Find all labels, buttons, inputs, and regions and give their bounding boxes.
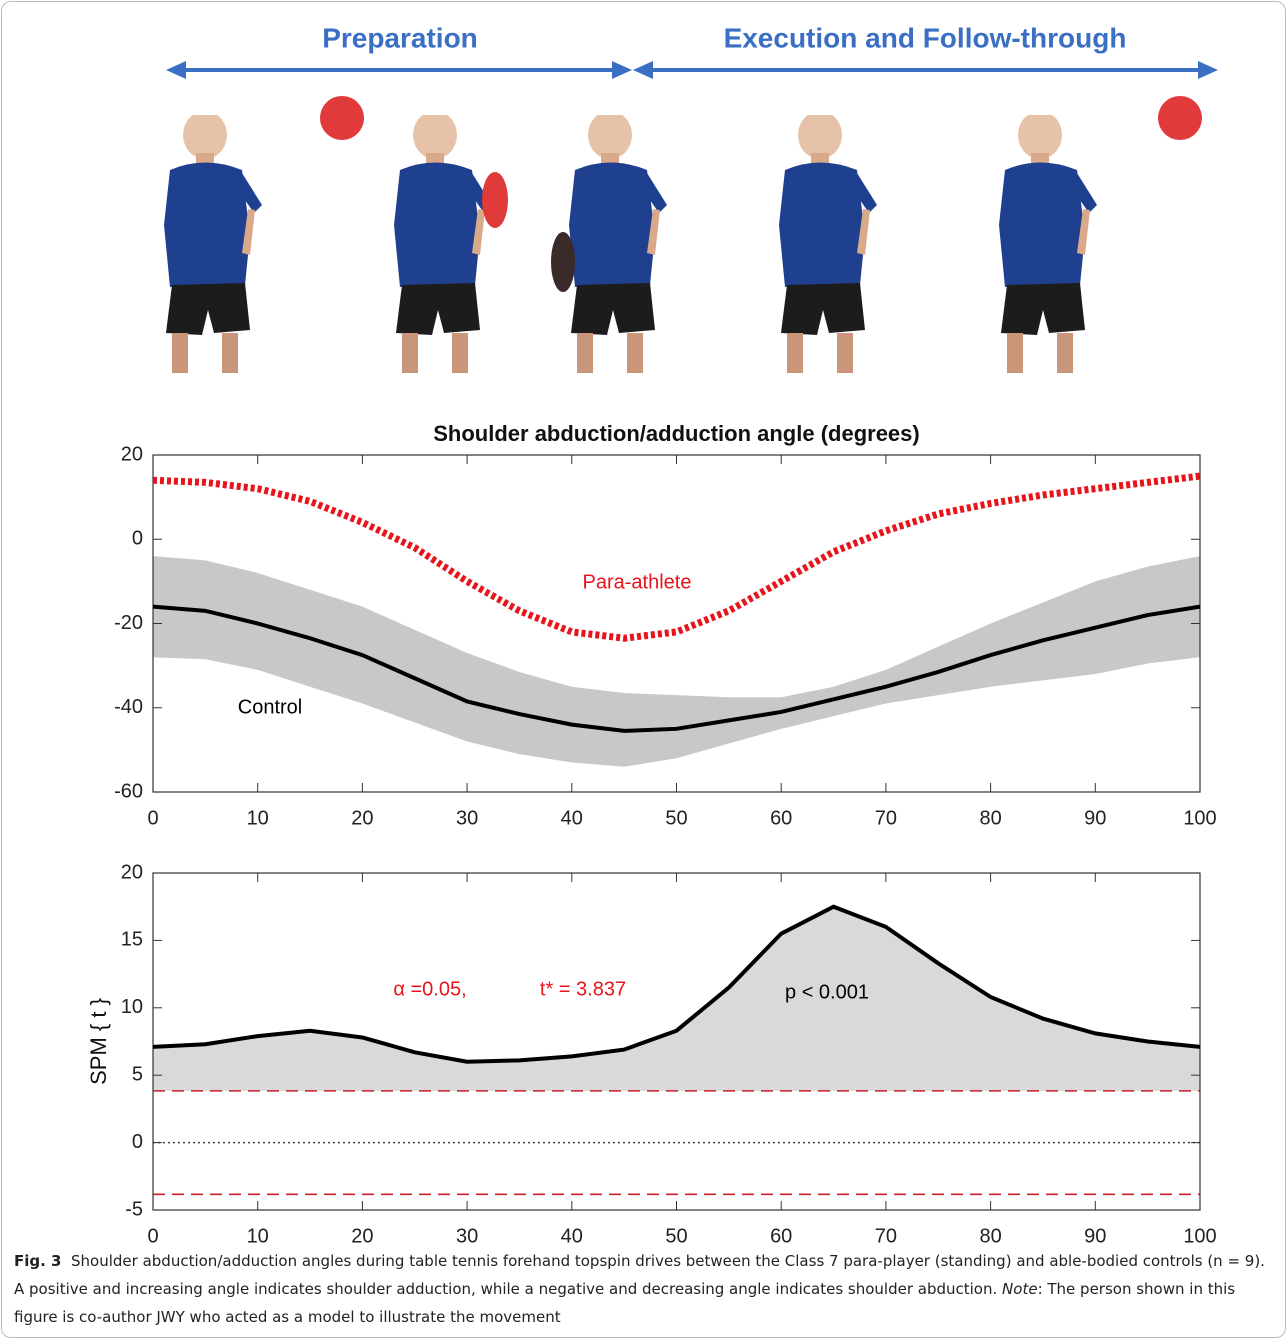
x-tick-label: 70 xyxy=(875,807,897,829)
y-axis-label: SPM { t } xyxy=(86,998,111,1085)
y-tick-label: 20 xyxy=(121,443,143,465)
annotation: p < 0.001 xyxy=(785,981,869,1003)
x-tick-label: 70 xyxy=(875,1225,897,1245)
x-tick-label: 50 xyxy=(665,1225,687,1245)
phase-label: Preparation xyxy=(322,22,478,53)
y-tick-label: 5 xyxy=(132,1063,143,1085)
x-tick-label: 40 xyxy=(561,1225,583,1245)
caption-note: Note xyxy=(1002,1280,1038,1298)
annotation: t* = 3.837 xyxy=(540,978,626,1000)
x-tick-label: 30 xyxy=(456,807,478,829)
x-tick-label: 10 xyxy=(247,1225,269,1245)
x-tick-label: 10 xyxy=(247,807,269,829)
x-tick-label: 30 xyxy=(456,1225,478,1245)
y-tick-label: 15 xyxy=(121,929,143,951)
y-tick-label: 0 xyxy=(132,528,143,550)
x-tick-label: 40 xyxy=(561,807,583,829)
x-tick-label: 0 xyxy=(147,807,158,829)
caption-label: Fig. 3 xyxy=(14,1252,61,1270)
x-tick-label: 100 xyxy=(1183,807,1216,829)
x-tick-label: 20 xyxy=(351,807,373,829)
x-tick-label: 50 xyxy=(665,807,687,829)
figure: Preparation Execution and Follow-through… xyxy=(0,0,1287,1245)
y-tick-label: -40 xyxy=(114,696,143,718)
y-tick-label: -5 xyxy=(125,1198,143,1220)
y-tick-label: 0 xyxy=(132,1131,143,1153)
figure-page: Preparation Execution and Follow-through… xyxy=(0,0,1287,1339)
x-tick-label: 0 xyxy=(147,1225,158,1245)
x-tick-label: 100 xyxy=(1183,1225,1216,1245)
phase-arrows xyxy=(166,61,1218,79)
y-tick-label: -60 xyxy=(114,780,143,802)
x-tick-label: 20 xyxy=(351,1225,373,1245)
y-tick-label: 20 xyxy=(121,861,143,883)
x-tick-label: 90 xyxy=(1084,807,1106,829)
x-tick-label: 90 xyxy=(1084,1225,1106,1245)
chart-title: Shoulder abduction/adduction angle (degr… xyxy=(433,421,919,446)
y-tick-label: -20 xyxy=(114,612,143,634)
photo-sequence xyxy=(164,96,1202,373)
x-tick-label: 80 xyxy=(979,1225,1001,1245)
y-tick-label: 10 xyxy=(121,996,143,1018)
x-tick-label: 80 xyxy=(979,807,1001,829)
caption: Fig. 3 Shoulder abduction/adduction angl… xyxy=(14,1247,1269,1331)
phase-label: Execution and Follow-through xyxy=(724,22,1127,53)
series-label: Control xyxy=(238,696,302,718)
x-tick-label: 60 xyxy=(770,1225,792,1245)
annotation: α =0.05, xyxy=(393,978,466,1000)
series-label: Para-athlete xyxy=(583,571,692,593)
x-tick-label: 60 xyxy=(770,807,792,829)
supra-threshold-area xyxy=(153,907,1200,1091)
